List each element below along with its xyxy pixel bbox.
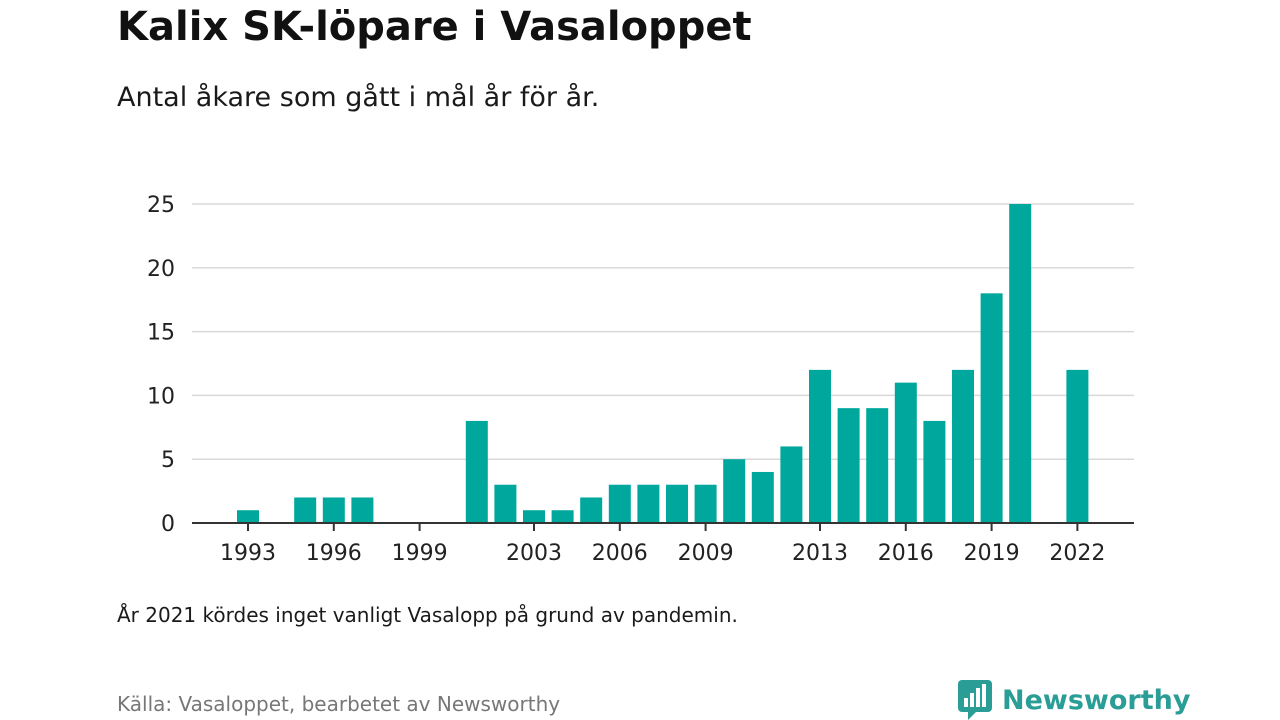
bar-1995 bbox=[294, 497, 317, 523]
bar-2005 bbox=[580, 497, 603, 523]
bar-2010 bbox=[723, 459, 746, 523]
bar-2004 bbox=[551, 510, 574, 523]
bar-2015 bbox=[866, 408, 889, 523]
bar-2018 bbox=[952, 369, 974, 523]
y-tick-label: 0 bbox=[161, 512, 175, 537]
newsworthy-logo-icon bbox=[958, 680, 992, 720]
x-tick-label: 2003 bbox=[506, 541, 562, 566]
bar-1997 bbox=[351, 497, 374, 523]
chart-title: Kalix SK-löpare i Vasaloppet bbox=[117, 4, 752, 50]
bar-2002 bbox=[494, 484, 517, 523]
x-tick-label: 1993 bbox=[220, 541, 276, 566]
bar-2001 bbox=[465, 420, 488, 523]
y-tick-label: 25 bbox=[147, 193, 175, 218]
x-tick-label: 2013 bbox=[792, 541, 848, 566]
bar-2019 bbox=[980, 293, 1003, 523]
bar-2007 bbox=[637, 484, 660, 523]
bar-2012 bbox=[780, 446, 803, 523]
source-text: Källa: Vasaloppet, bearbetet av Newswort… bbox=[117, 692, 561, 716]
bar-2003 bbox=[523, 510, 545, 523]
bar-2020 bbox=[1009, 204, 1032, 523]
x-tick-label: 1996 bbox=[306, 541, 362, 566]
y-tick-label: 5 bbox=[161, 448, 175, 473]
bar-2013 bbox=[809, 369, 831, 523]
y-tick-label: 15 bbox=[147, 321, 175, 346]
y-tick-label: 10 bbox=[147, 384, 175, 409]
x-tick-label: 2022 bbox=[1049, 541, 1105, 566]
bar-2011 bbox=[751, 471, 774, 523]
bar-2016 bbox=[894, 382, 917, 523]
chart-note: År 2021 kördes inget vanligt Vasalopp på… bbox=[117, 603, 738, 627]
grid-layer bbox=[192, 203, 1134, 460]
chart-subtitle: Antal åkare som gått i mål år för år. bbox=[117, 82, 600, 113]
bar-2022 bbox=[1066, 369, 1089, 523]
axis-layer: 0 5 10 15 20 25 1993 1996 1999 2003 2006 2009 2013 20… bbox=[147, 193, 1134, 566]
y-tick-label: 20 bbox=[147, 257, 175, 282]
x-tick-label: 2019 bbox=[964, 541, 1020, 566]
newsworthy-logo: Newsworthy bbox=[958, 680, 1190, 720]
x-tick-label: 1999 bbox=[392, 541, 448, 566]
bar-1996 bbox=[322, 497, 345, 523]
bar-1993 bbox=[237, 510, 259, 523]
x-tick-label: 2016 bbox=[878, 541, 934, 566]
bar-2008 bbox=[666, 484, 688, 523]
newsworthy-logo-text: Newsworthy bbox=[1002, 684, 1191, 716]
bar-2017 bbox=[923, 420, 946, 523]
bar-2006 bbox=[608, 484, 631, 523]
x-tick-label: 2006 bbox=[592, 541, 648, 566]
bar-2014 bbox=[837, 408, 860, 523]
x-tick-label: 2009 bbox=[678, 541, 734, 566]
bar-2009 bbox=[694, 484, 717, 523]
bar-layer bbox=[237, 204, 1089, 523]
